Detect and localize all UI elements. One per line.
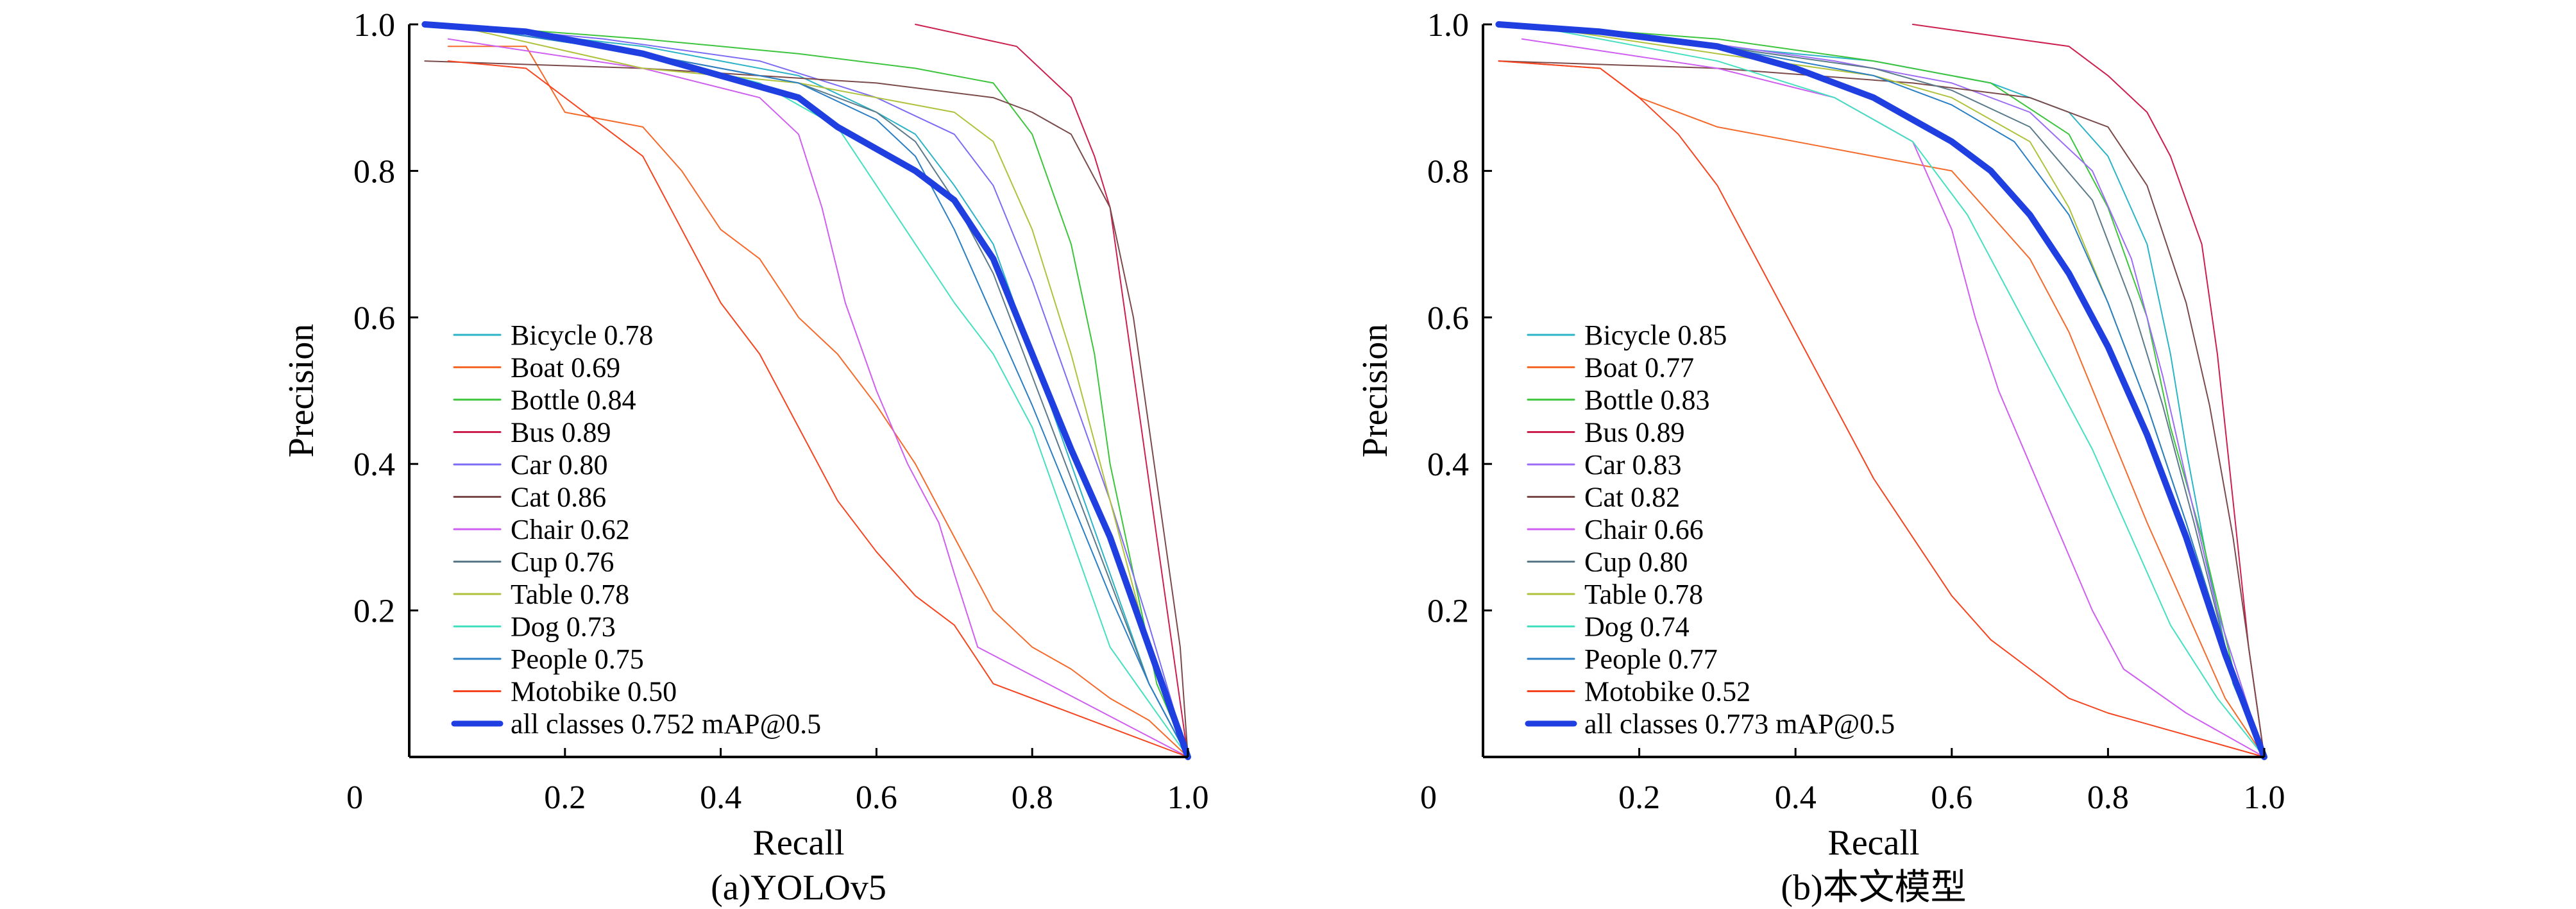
series-line-11 (447, 60, 1189, 758)
x-tick-label: 0.2 (544, 779, 586, 816)
legend-entry: Dog 0.74 (1584, 611, 1690, 643)
x-tick-label: 1.0 (1167, 779, 1209, 816)
legend-entry: all classes 0.752 mAP@0.5 (511, 708, 821, 740)
legend-entry: Chair 0.66 (1584, 514, 1704, 545)
legend-entry: Cat 0.82 (1584, 482, 1680, 513)
chart-yolov5: 0 0.2 0.4 0.6 0.8 1.0 0.2 0.4 0.6 0.8 1.0 Recall Pre… (282, 7, 1209, 908)
series-line-12 (421, 21, 1191, 760)
x-tick-label: 0 (1420, 779, 1437, 816)
series-line-8 (447, 24, 1189, 758)
series-line-5 (424, 60, 1189, 758)
y-axis-label: Precision (1355, 324, 1395, 457)
chart-caption: (a)YOLOv5 (711, 868, 886, 908)
series-line-6 (447, 38, 1189, 758)
x-tick-label: 0.4 (700, 779, 741, 816)
series-line-1 (447, 46, 1189, 758)
series-line-11 (1498, 60, 2265, 758)
x-tick-label: 0.2 (1618, 779, 1660, 816)
legend-entry: Dog 0.73 (511, 611, 616, 643)
legend-entry: Bus 0.89 (511, 417, 611, 448)
y-axis-label: Precision (282, 324, 321, 457)
x-tick-label: 0.6 (856, 779, 897, 816)
legend-entry: all classes 0.773 mAP@0.5 (1584, 708, 1895, 740)
x-tick-label: 0.8 (1012, 779, 1053, 816)
series-line-2 (447, 24, 1189, 758)
chart-caption: (b)本文模型 (1781, 868, 1966, 908)
legend-entry: Table 0.78 (1584, 579, 1703, 610)
legend-entry: Cat 0.86 (511, 482, 606, 513)
series-line-9 (1521, 24, 2265, 758)
y-tick-label: 0.2 (353, 593, 395, 630)
series-line-10 (1521, 24, 2265, 758)
x-tick-label: 0.4 (1775, 779, 1817, 816)
y-tick-label: 0.6 (353, 300, 395, 337)
y-tick-label: 0.4 (1427, 446, 1469, 483)
series-line-1 (1498, 60, 2265, 758)
x-tick-label: 0 (346, 779, 363, 816)
x-axis-label: Recall (1827, 823, 1919, 863)
legend-entry: Motobike 0.50 (511, 676, 677, 708)
y-tick-label: 0.8 (1427, 153, 1469, 190)
chart-proposed-model: 0 0.2 0.4 0.6 0.8 1.0 0.2 0.4 0.6 0.8 1.0 Recall Pre… (1355, 7, 2285, 908)
series-line-4 (447, 24, 1189, 758)
legend-entry: Bus 0.89 (1584, 417, 1684, 448)
x-tick-label: 1.0 (2244, 779, 2285, 816)
legend-entry: People 0.75 (511, 643, 644, 675)
legend-entry: Bicycle 0.85 (1584, 319, 1727, 351)
series-line-12 (1495, 21, 2267, 760)
x-tick-label: 0.8 (2087, 779, 2129, 816)
legend-entry: People 0.77 (1584, 643, 1718, 675)
legend-entry: Cup 0.80 (1584, 547, 1688, 578)
y-tick-label: 1.0 (1427, 7, 1469, 44)
series-line-3 (1911, 24, 2265, 758)
legend-entry: Bottle 0.84 (511, 384, 636, 416)
legend-entry: Car 0.83 (1584, 449, 1682, 480)
series-line-0 (447, 24, 1189, 758)
legend-entry: Boat 0.77 (1584, 352, 1694, 384)
legend-entry: Cup 0.76 (511, 547, 614, 578)
y-tick-label: 0.2 (1427, 593, 1469, 630)
y-tick-label: 0.4 (353, 446, 395, 483)
y-tick-label: 0.8 (353, 153, 395, 190)
series-line-10 (447, 24, 1189, 758)
legend-entry: Car 0.80 (511, 449, 608, 480)
y-tick-label: 1.0 (353, 7, 395, 44)
legend-entry: Bicycle 0.78 (511, 319, 653, 351)
legend-entry: Motobike 0.52 (1584, 676, 1750, 708)
legend-entry: Chair 0.62 (511, 514, 630, 545)
series-line-7 (1521, 24, 2265, 758)
x-axis-label: Recall (752, 823, 844, 863)
y-tick-label: 0.6 (1427, 300, 1469, 337)
series-line-3 (915, 24, 1189, 758)
x-tick-label: 0.6 (1931, 779, 1972, 816)
legend-entry: Boat 0.69 (511, 352, 620, 384)
legend-entry: Table 0.78 (511, 579, 629, 610)
series-line-4 (1521, 24, 2265, 758)
series-line-5 (1498, 60, 2265, 758)
legend-entry: Bottle 0.83 (1584, 384, 1710, 416)
